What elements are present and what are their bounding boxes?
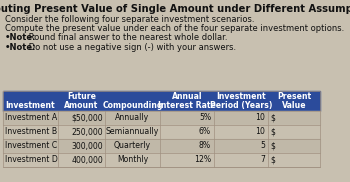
- Text: $: $: [270, 114, 275, 122]
- Text: 10: 10: [255, 114, 265, 122]
- Text: Future: Future: [67, 92, 96, 101]
- Text: Investment: Investment: [6, 101, 55, 110]
- Text: Present: Present: [277, 92, 311, 101]
- Text: Consider the following four separate investment scenarios.: Consider the following four separate inv…: [5, 15, 254, 24]
- Text: 12%: 12%: [194, 155, 211, 165]
- Text: Do not use a negative sign (-) with your answers.: Do not use a negative sign (-) with your…: [26, 43, 236, 52]
- Bar: [3, 153, 320, 167]
- Text: Amount: Amount: [64, 101, 99, 110]
- Text: 7: 7: [260, 155, 265, 165]
- Text: Computing Present Value of Single Amount under Different Assumptions: Computing Present Value of Single Amount…: [0, 4, 350, 14]
- Text: Investment C: Investment C: [5, 141, 57, 151]
- Text: $: $: [270, 128, 275, 136]
- Text: Investment D: Investment D: [5, 155, 58, 165]
- Text: 5: 5: [260, 141, 265, 151]
- Text: Compute the present value under each of the four separate investment options.: Compute the present value under each of …: [5, 24, 344, 33]
- Text: Value: Value: [282, 101, 306, 110]
- Text: $50,000: $50,000: [71, 114, 103, 122]
- Text: Investment B: Investment B: [5, 128, 57, 136]
- Text: Annual: Annual: [172, 92, 202, 101]
- Text: 400,000: 400,000: [71, 155, 103, 165]
- Text: Period (Years): Period (Years): [210, 101, 272, 110]
- Text: Investment: Investment: [216, 92, 266, 101]
- Text: 10: 10: [255, 128, 265, 136]
- Text: 8%: 8%: [199, 141, 211, 151]
- Text: Monthly: Monthly: [117, 155, 148, 165]
- Bar: [3, 111, 320, 125]
- Text: $: $: [270, 155, 275, 165]
- Text: Investment A: Investment A: [5, 114, 57, 122]
- Text: 5%: 5%: [199, 114, 211, 122]
- Text: •Note:: •Note:: [5, 33, 36, 42]
- Bar: [3, 139, 320, 153]
- Text: 250,000: 250,000: [71, 128, 103, 136]
- Bar: [3, 125, 320, 139]
- Text: $: $: [270, 141, 275, 151]
- Text: •Note:: •Note:: [5, 43, 36, 52]
- Text: Annually: Annually: [116, 114, 150, 122]
- Text: Interest Rate: Interest Rate: [158, 101, 216, 110]
- Text: Round final answer to the nearest whole dollar.: Round final answer to the nearest whole …: [26, 33, 227, 42]
- Text: Compounding: Compounding: [102, 101, 163, 110]
- Bar: [3, 91, 320, 111]
- Text: 300,000: 300,000: [71, 141, 103, 151]
- Text: Semiannually: Semiannually: [106, 128, 159, 136]
- Text: Quarterly: Quarterly: [114, 141, 151, 151]
- Text: 6%: 6%: [199, 128, 211, 136]
